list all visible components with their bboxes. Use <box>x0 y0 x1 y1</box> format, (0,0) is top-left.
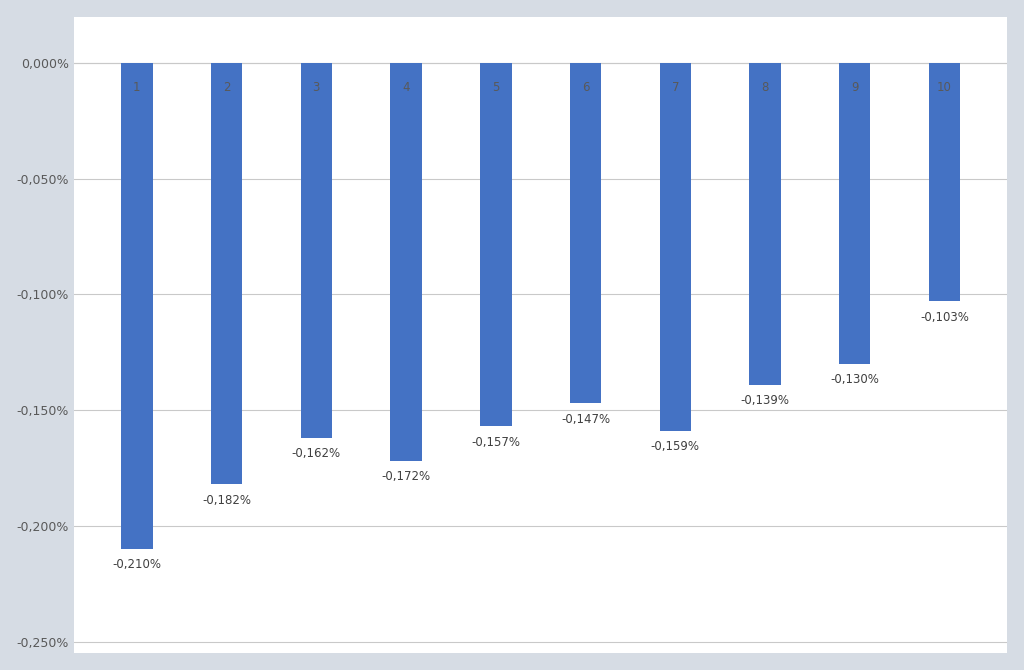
Text: 1: 1 <box>133 82 140 94</box>
Text: 6: 6 <box>582 82 589 94</box>
Text: 5: 5 <box>493 82 500 94</box>
Text: -0,130%: -0,130% <box>830 373 880 386</box>
Bar <box>839 63 870 364</box>
Bar <box>480 63 512 426</box>
Text: -0,139%: -0,139% <box>740 394 790 407</box>
Bar <box>569 63 601 403</box>
Text: -0,182%: -0,182% <box>202 494 251 507</box>
Bar <box>301 63 332 438</box>
Text: -0,162%: -0,162% <box>292 448 341 460</box>
Text: -0,103%: -0,103% <box>921 311 969 324</box>
Bar <box>211 63 243 484</box>
Bar <box>929 63 961 302</box>
Text: 9: 9 <box>851 82 858 94</box>
Bar <box>750 63 780 385</box>
Text: -0,172%: -0,172% <box>382 470 431 484</box>
Text: -0,147%: -0,147% <box>561 413 610 425</box>
Text: -0,159%: -0,159% <box>651 440 699 454</box>
Text: 2: 2 <box>223 82 230 94</box>
Bar <box>121 63 153 549</box>
Text: 10: 10 <box>937 82 952 94</box>
Text: 8: 8 <box>762 82 769 94</box>
Text: -0,210%: -0,210% <box>113 558 162 572</box>
Text: 7: 7 <box>672 82 679 94</box>
Text: -0,157%: -0,157% <box>471 436 520 449</box>
Bar <box>659 63 691 431</box>
Text: 3: 3 <box>312 82 321 94</box>
Bar <box>390 63 422 461</box>
Text: 4: 4 <box>402 82 410 94</box>
